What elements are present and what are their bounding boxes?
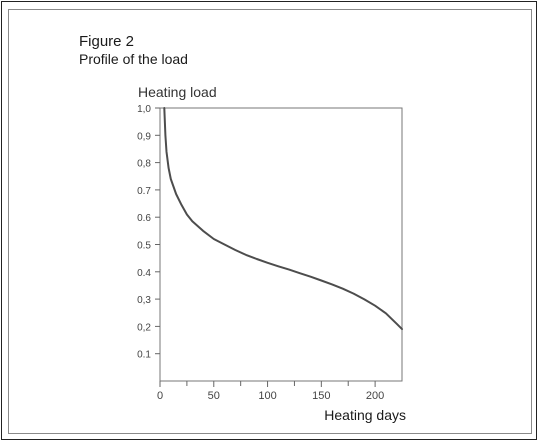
y-tick-label: 0.4 (137, 268, 151, 279)
plot-area: 0.1 0,2 0,3 0.4 0.5 0.6 0.7 0,8 0,9 1,0 0 50 100 150 2… (137, 104, 403, 402)
y-tick-label: 0,3 (137, 295, 151, 306)
x-tick-label: 100 (258, 390, 276, 402)
figure-title: Figure 2 (79, 33, 135, 50)
plot-border (159, 107, 403, 382)
load-curve-line (163, 107, 403, 331)
y-tick-label: 0,9 (137, 131, 151, 142)
y-tick-label: 0,8 (137, 159, 151, 170)
figure-inner-border (8, 9, 532, 434)
figure-subtitle: Profile of the load (79, 51, 188, 67)
y-tick-label: 0.7 (137, 186, 151, 197)
x-tick-label: 150 (312, 390, 330, 402)
y-axis-label: Heating load (138, 84, 217, 100)
x-tick-label: 200 (366, 390, 384, 402)
y-tick-label: 1,0 (137, 104, 151, 115)
y-tick-label: 0,2 (137, 322, 151, 333)
x-axis-label: Heating days (324, 407, 406, 423)
y-tick-label: 0.1 (137, 350, 151, 361)
x-tick-label: 50 (208, 390, 220, 402)
y-tick-label: 0.5 (137, 241, 151, 252)
y-tick-label: 0.6 (137, 213, 151, 224)
x-tick-label: 0 (157, 390, 163, 402)
